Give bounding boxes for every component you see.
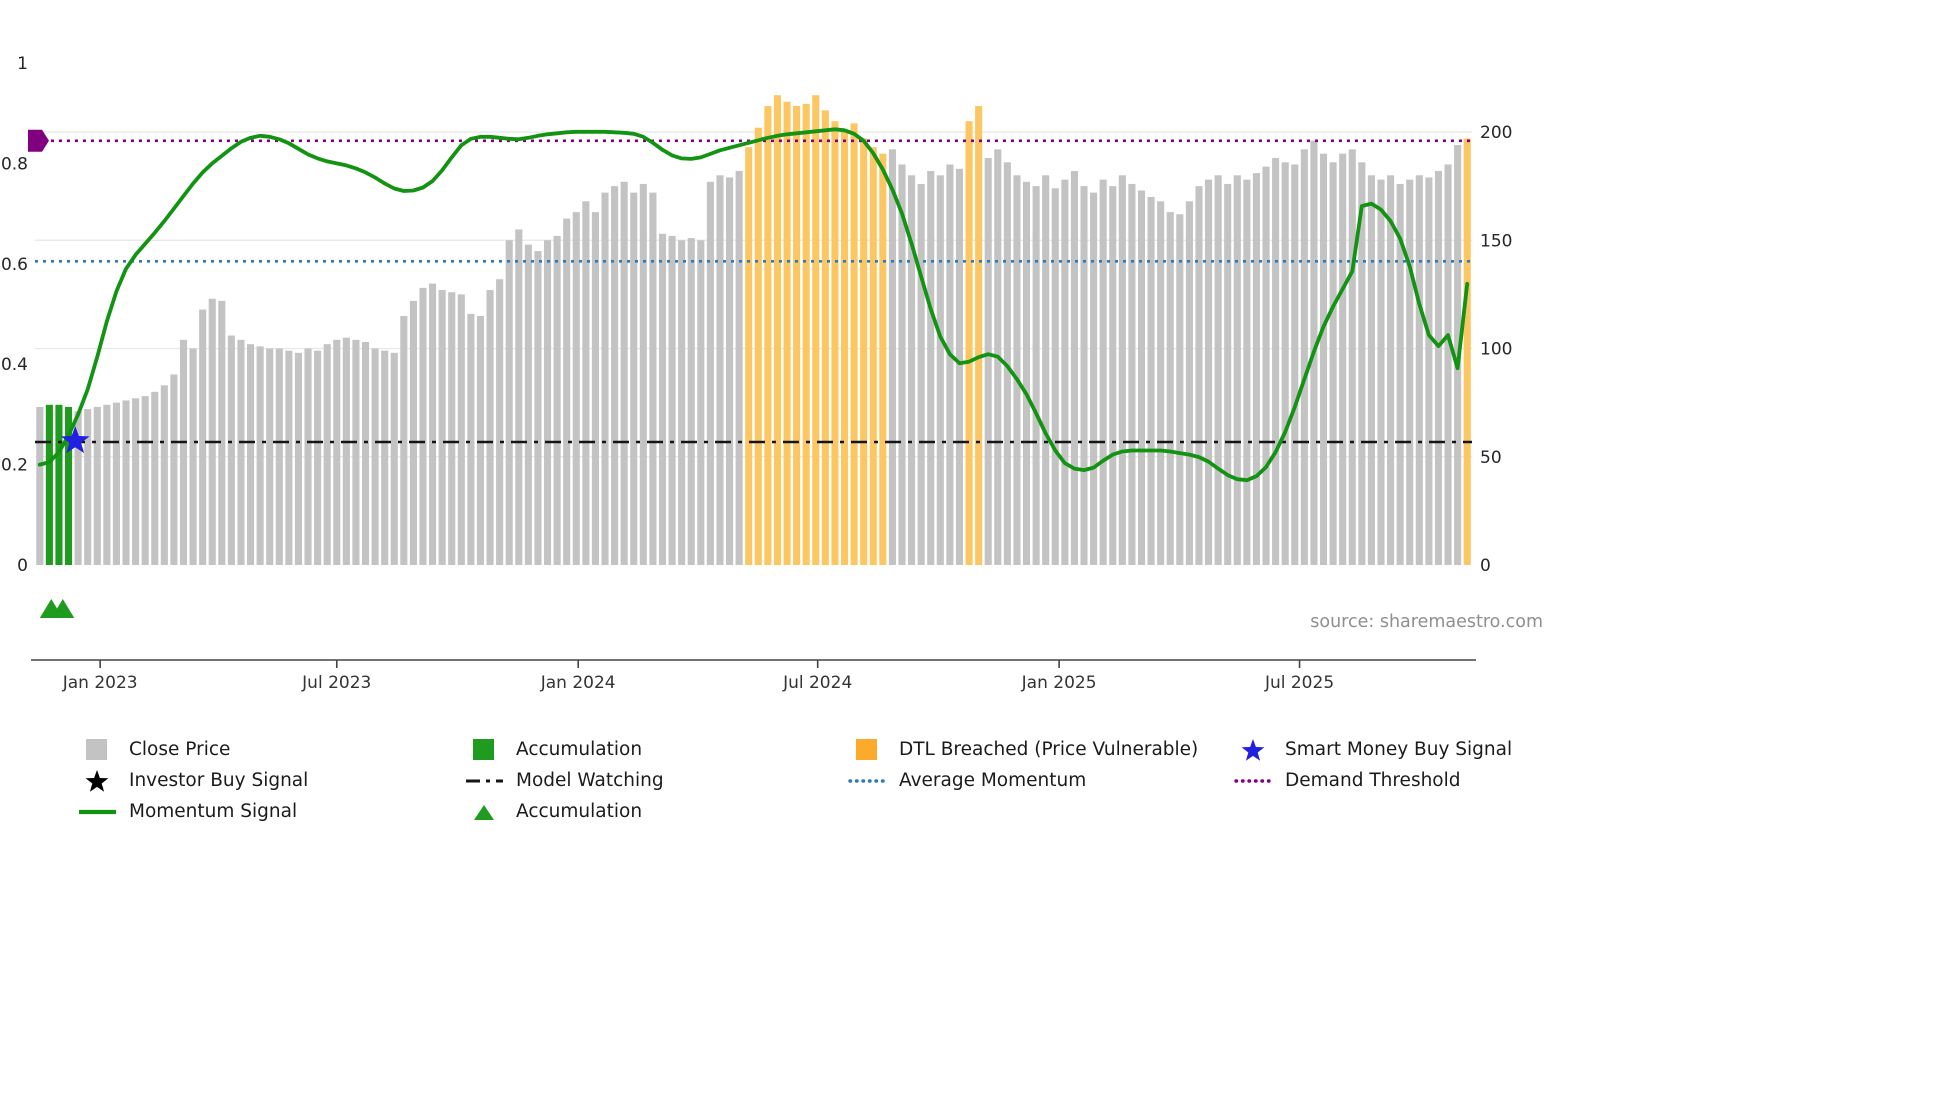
svg-text:200: 200 <box>1480 123 1512 143</box>
legend-label: Accumulation <box>516 801 643 822</box>
green-triangle-icon <box>465 802 503 822</box>
svg-text:150: 150 <box>1480 231 1512 251</box>
legend-label: Smart Money Buy Signal <box>1285 739 1513 760</box>
legend-label: Investor Buy Signal <box>129 770 309 791</box>
legend-item-demand-threshold: Demand Threshold <box>1234 767 1960 794</box>
legend-label: Accumulation <box>516 739 643 760</box>
chart-canvas: 0 0.2 0.4 0.6 0.8 1 0 50 100 150 200 Jan 2023 Jul 20… <box>1 54 1513 693</box>
legend-label: Close Price <box>129 739 231 760</box>
orange-square-icon <box>848 738 886 761</box>
svg-text:50: 50 <box>1480 448 1502 468</box>
svg-text:Jul 2023: Jul 2023 <box>301 673 371 693</box>
svg-text:Jan 2024: Jan 2024 <box>540 673 616 693</box>
legend-item-close-price: Close Price <box>78 736 465 763</box>
svg-text:0.6: 0.6 <box>1 255 28 275</box>
legend-item-accumulation-marker: Accumulation <box>465 798 848 825</box>
source-attribution: source: sharemaestro.com <box>1310 612 1543 632</box>
svg-text:100: 100 <box>1480 340 1512 360</box>
legend-item-momentum-signal: Momentum Signal <box>78 798 465 825</box>
legend-item-model-watching: Model Watching <box>465 767 848 794</box>
chart-legend: Close Price Accumulation DTL Breached (P… <box>78 736 1960 825</box>
svg-text:Jul 2024: Jul 2024 <box>782 673 852 693</box>
svg-text:Jul 2025: Jul 2025 <box>1264 673 1334 693</box>
svg-text:0: 0 <box>1480 556 1491 576</box>
legend-item-average-momentum: Average Momentum <box>848 767 1234 794</box>
green-line-icon <box>78 808 116 816</box>
legend-label: DTL Breached (Price Vulnerable) <box>899 739 1199 760</box>
green-square-icon <box>465 738 503 761</box>
svg-text:Jan 2025: Jan 2025 <box>1021 673 1097 693</box>
gray-square-icon <box>78 738 116 761</box>
svg-text:0.8: 0.8 <box>1 154 28 174</box>
legend-label: Average Momentum <box>899 770 1087 791</box>
legend-item-investor-buy: Investor Buy Signal <box>78 767 465 794</box>
black-dashdot-line-icon <box>465 777 503 785</box>
svg-text:0: 0 <box>17 556 28 576</box>
blue-star-icon <box>1234 737 1272 763</box>
legend-item-smart-money-buy: Smart Money Buy Signal <box>1234 736 1960 763</box>
svg-text:0.4: 0.4 <box>1 355 28 375</box>
legend-label: Demand Threshold <box>1285 770 1461 791</box>
legend-item-accumulation-bar: Accumulation <box>465 736 848 763</box>
purple-dotted-line-icon <box>1234 777 1272 785</box>
svg-text:0.2: 0.2 <box>1 456 28 476</box>
legend-label: Momentum Signal <box>129 801 298 822</box>
svg-text:Jan 2023: Jan 2023 <box>62 673 138 693</box>
blue-dotted-line-icon <box>848 777 886 785</box>
momentum-chart-figure: 0 0.2 0.4 0.6 0.8 1 0 50 100 150 200 Jan 2023 Jul 20… <box>1 54 1543 693</box>
black-star-icon <box>78 768 116 794</box>
svg-text:1: 1 <box>17 54 28 74</box>
legend-item-dtl-breached: DTL Breached (Price Vulnerable) <box>848 736 1234 763</box>
legend-label: Model Watching <box>516 770 664 791</box>
